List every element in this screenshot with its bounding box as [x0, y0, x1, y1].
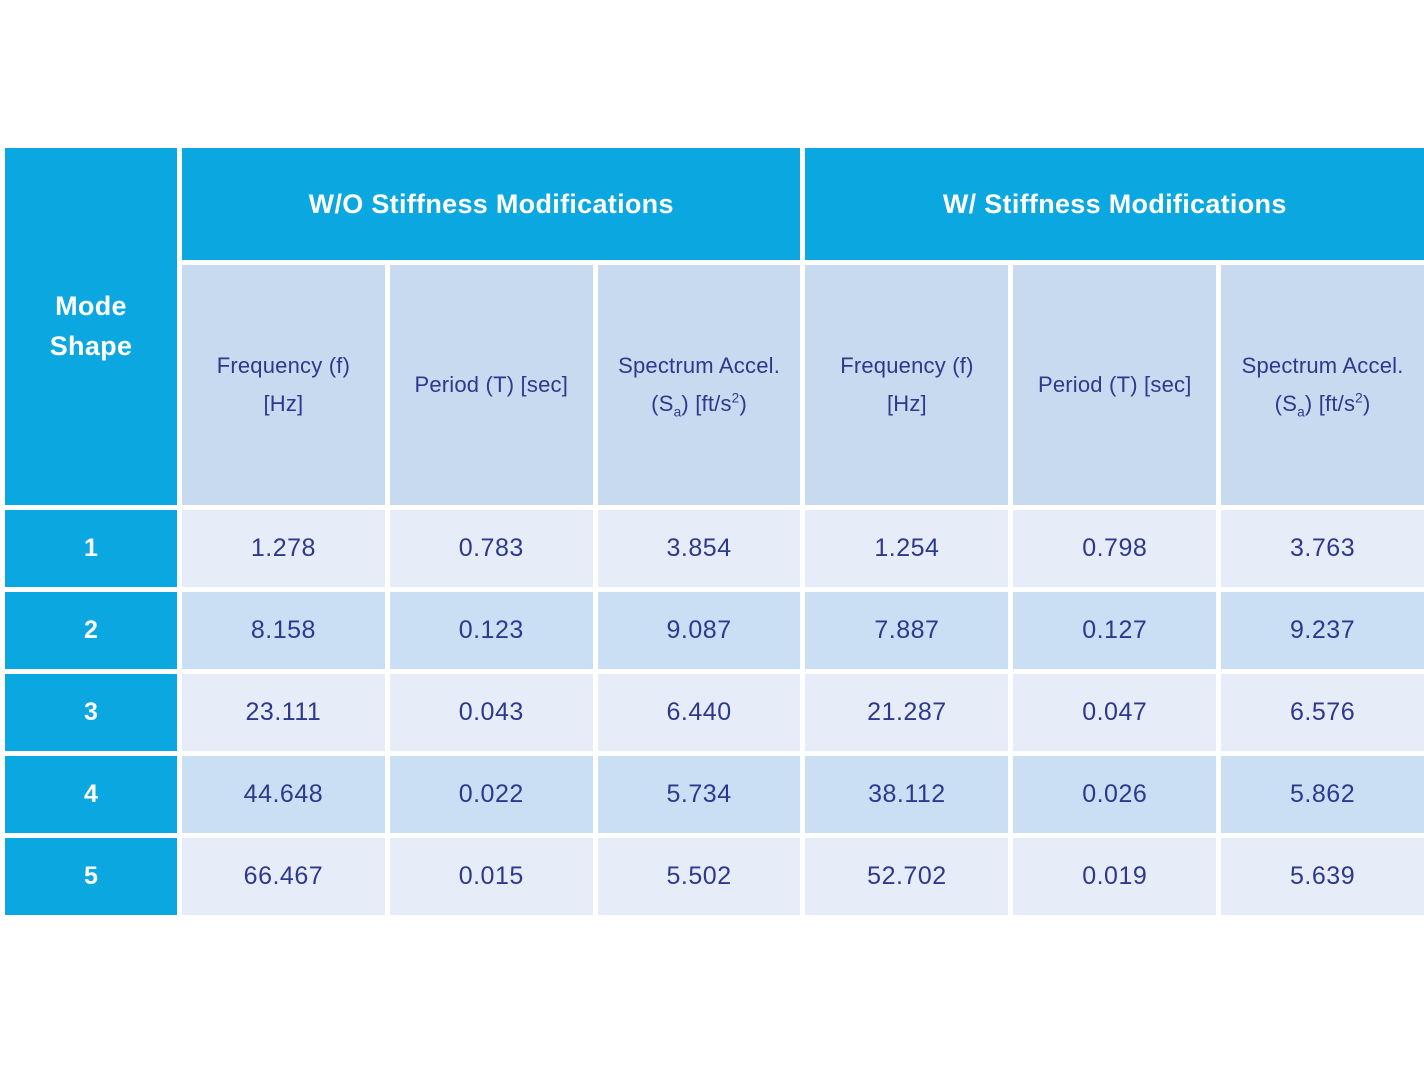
- table-cell: 0.019: [1013, 838, 1217, 915]
- table-cell: 0.026: [1013, 756, 1217, 833]
- column-header-spectrum-wo: Spectrum Accel. (Sa) [ft/s2): [597, 265, 801, 505]
- mode-shape-cell: 2: [5, 592, 177, 669]
- column-header-line2: (Sa) [ft/s2): [1274, 390, 1371, 420]
- table-cell: 0.798: [1013, 510, 1217, 587]
- column-header-line1: Spectrum Accel.: [618, 353, 781, 379]
- table-cell: 5.502: [597, 838, 801, 915]
- mode-shape-cell: 1: [5, 510, 177, 587]
- table-cell: 5.862: [1221, 756, 1424, 833]
- table-cell: 0.047: [1013, 674, 1217, 751]
- table-cell: 5.734: [597, 756, 801, 833]
- results-table: Mode Shape W/O Stiffness Modifications W…: [5, 148, 1424, 915]
- table-cell: 0.022: [389, 756, 593, 833]
- column-header-line1: Spectrum Accel.: [1241, 353, 1404, 379]
- table-cell: 6.576: [1221, 674, 1424, 751]
- table-cell: 1.254: [805, 510, 1009, 587]
- column-header-line1: Frequency (f): [840, 353, 974, 379]
- corner-header-line2: Shape: [49, 330, 133, 361]
- table-cell: 1.278: [182, 510, 385, 587]
- mode-shape-cell: 3: [5, 674, 177, 751]
- column-header-frequency-w: Frequency (f) [Hz]: [805, 265, 1009, 505]
- table-cell: 7.887: [805, 592, 1009, 669]
- table-cell: 8.158: [182, 592, 385, 669]
- column-header-frequency-wo: Frequency (f) [Hz]: [182, 265, 385, 505]
- corner-header-mode-shape: Mode Shape: [5, 148, 177, 505]
- column-header-line1: Period (T) [sec]: [414, 372, 569, 398]
- column-header-spectrum-w: Spectrum Accel. (Sa) [ft/s2): [1221, 265, 1424, 505]
- table-cell: 52.702: [805, 838, 1009, 915]
- table-cell: 3.763: [1221, 510, 1424, 587]
- table-cell: 66.467: [182, 838, 385, 915]
- group-header-without-stiffness: W/O Stiffness Modifications: [182, 148, 801, 260]
- column-header-line2: [Hz]: [886, 391, 927, 416]
- column-header-line1: Frequency (f): [216, 353, 351, 379]
- table-cell: 6.440: [597, 674, 801, 751]
- table-cell: 3.854: [597, 510, 801, 587]
- table-cell: 23.111: [182, 674, 385, 751]
- table-cell: 0.015: [389, 838, 593, 915]
- table-cell: 9.087: [597, 592, 801, 669]
- column-header-line2: [Hz]: [263, 391, 304, 416]
- table-cell: 0.783: [389, 510, 593, 587]
- column-header-line1: Period (T) [sec]: [1037, 372, 1192, 398]
- table-cell: 9.237: [1221, 592, 1424, 669]
- table-cell: 21.287: [805, 674, 1009, 751]
- group-header-with-stiffness: W/ Stiffness Modifications: [805, 148, 1424, 260]
- column-header-period-wo: Period (T) [sec]: [389, 265, 593, 505]
- mode-shape-cell: 4: [5, 756, 177, 833]
- table-cell: 0.127: [1013, 592, 1217, 669]
- table-cell: 0.043: [389, 674, 593, 751]
- corner-header-line1: Mode: [55, 291, 127, 322]
- column-header-line2: (Sa) [ft/s2): [651, 390, 747, 420]
- table-cell: 44.648: [182, 756, 385, 833]
- mode-shape-cell: 5: [5, 838, 177, 915]
- table-cell: 38.112: [805, 756, 1009, 833]
- table-cell: 0.123: [389, 592, 593, 669]
- table-cell: 5.639: [1221, 838, 1424, 915]
- column-header-period-w: Period (T) [sec]: [1013, 265, 1217, 505]
